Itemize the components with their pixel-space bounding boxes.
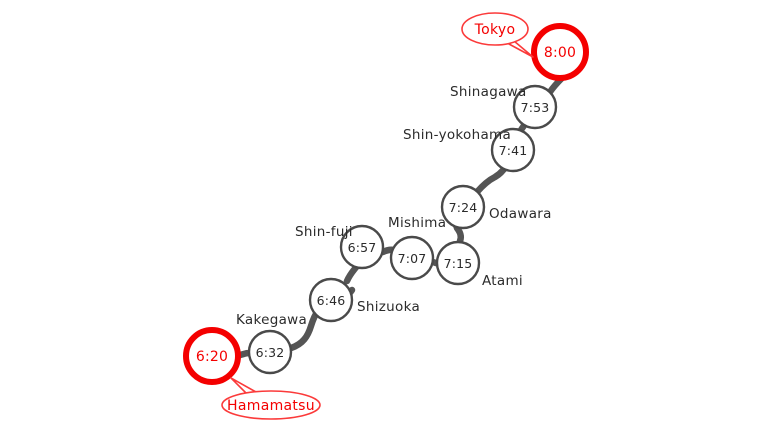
station-label-shizuoka: Shizuoka <box>357 299 420 315</box>
station-circle-hamamatsu <box>183 327 241 385</box>
station-time-tokyo: 8:00 <box>544 45 576 61</box>
station-node-shizuoka[interactable]: 6:46 Shizuoka <box>308 277 420 323</box>
station-node-hamamatsu[interactable]: 6:20 <box>183 327 241 385</box>
station-node-atami[interactable]: 7:15 Atami <box>435 240 523 289</box>
station-circle-shin-yokohama <box>490 127 536 173</box>
station-label-atami: Atami <box>482 273 523 289</box>
station-node-shin-yokohama[interactable]: 7:41 Shin-yokohama <box>403 127 536 173</box>
station-node-kakegawa[interactable]: 6:32 Kakegawa <box>236 312 307 375</box>
station-time-atami: 7:15 <box>444 256 473 271</box>
station-time-shin-fuji: 6:57 <box>348 240 377 255</box>
station-circle-atami <box>435 240 481 286</box>
station-node-shin-fuji[interactable]: 6:57 Shin-fuji <box>295 224 385 270</box>
station-node-shinagawa[interactable]: 7:53 Shinagawa <box>450 84 558 130</box>
station-circle-shin-fuji <box>339 224 385 270</box>
station-time-shin-yokohama: 7:41 <box>499 143 528 158</box>
callout-bubble-tokyo <box>461 12 529 46</box>
station-label-kakegawa: Kakegawa <box>236 312 307 328</box>
station-circle-kakegawa <box>247 329 293 375</box>
station-time-odawara: 7:24 <box>449 200 478 215</box>
station-node-mishima[interactable]: 7:07 Mishima <box>388 215 446 281</box>
station-circle-tokyo <box>531 23 589 81</box>
station-time-mishima: 7:07 <box>398 251 427 266</box>
station-circle-shinagawa <box>512 84 558 130</box>
station-time-hamamatsu: 6:20 <box>196 349 228 365</box>
callout-label-tokyo: Tokyo <box>474 22 516 38</box>
station-label-mishima: Mishima <box>388 215 446 231</box>
station-node-tokyo[interactable]: 8:00 <box>531 23 589 81</box>
station-time-shizuoka: 6:46 <box>317 293 346 308</box>
route-segment-hamamatsu-kakegawa <box>236 349 253 359</box>
callout-bubble-hamamatsu <box>221 390 321 420</box>
station-circle-shizuoka <box>308 277 354 323</box>
station-label-shinagawa: Shinagawa <box>450 84 527 100</box>
station-node-odawara[interactable]: 7:24 Odawara <box>440 184 552 230</box>
station-label-shin-fuji: Shin-fuji <box>295 224 353 240</box>
station-circle-odawara <box>440 184 486 230</box>
station-label-odawara: Odawara <box>489 206 552 222</box>
station-label-shin-yokohama: Shin-yokohama <box>403 127 511 143</box>
callout-label-hamamatsu: Hamamatsu <box>227 398 315 414</box>
callout-tokyo[interactable]: Tokyo <box>461 12 534 58</box>
station-time-shinagawa: 7:53 <box>521 100 550 115</box>
station-time-kakegawa: 6:32 <box>256 345 285 360</box>
callout-hamamatsu[interactable]: Hamamatsu <box>221 377 321 420</box>
station-circle-mishima <box>389 235 435 281</box>
